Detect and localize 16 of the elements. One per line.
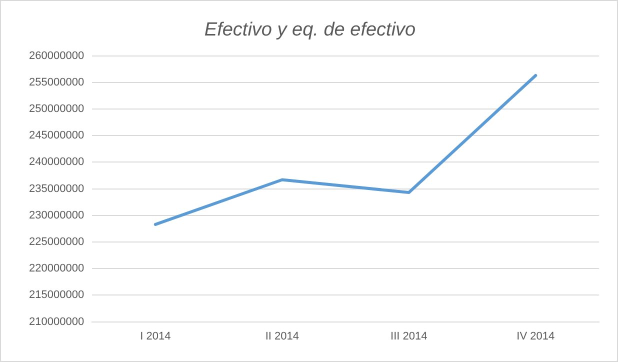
x-tick-label: III 2014 [390, 330, 428, 342]
y-tick-label: 245000000 [28, 130, 84, 142]
y-tick-label: 235000000 [28, 182, 84, 195]
y-tick-label: 230000000 [28, 209, 84, 222]
y-tick-label: 255000000 [28, 76, 84, 88]
y-tick-label: 240000000 [28, 156, 84, 168]
x-tick-label: I 2014 [140, 330, 171, 342]
y-tick-label: 260000000 [28, 50, 84, 62]
x-tick-label: IV 2014 [516, 330, 555, 342]
y-tick-label: 250000000 [28, 103, 84, 116]
y-tick-label: 210000000 [28, 316, 84, 328]
x-tick-label: II 2014 [265, 330, 299, 342]
y-tick-label: 220000000 [28, 262, 84, 275]
y-tick-label: 215000000 [28, 289, 84, 302]
chart-title: Efectivo y eq. de efectivo [204, 20, 416, 41]
y-tick-label: 225000000 [28, 236, 84, 248]
